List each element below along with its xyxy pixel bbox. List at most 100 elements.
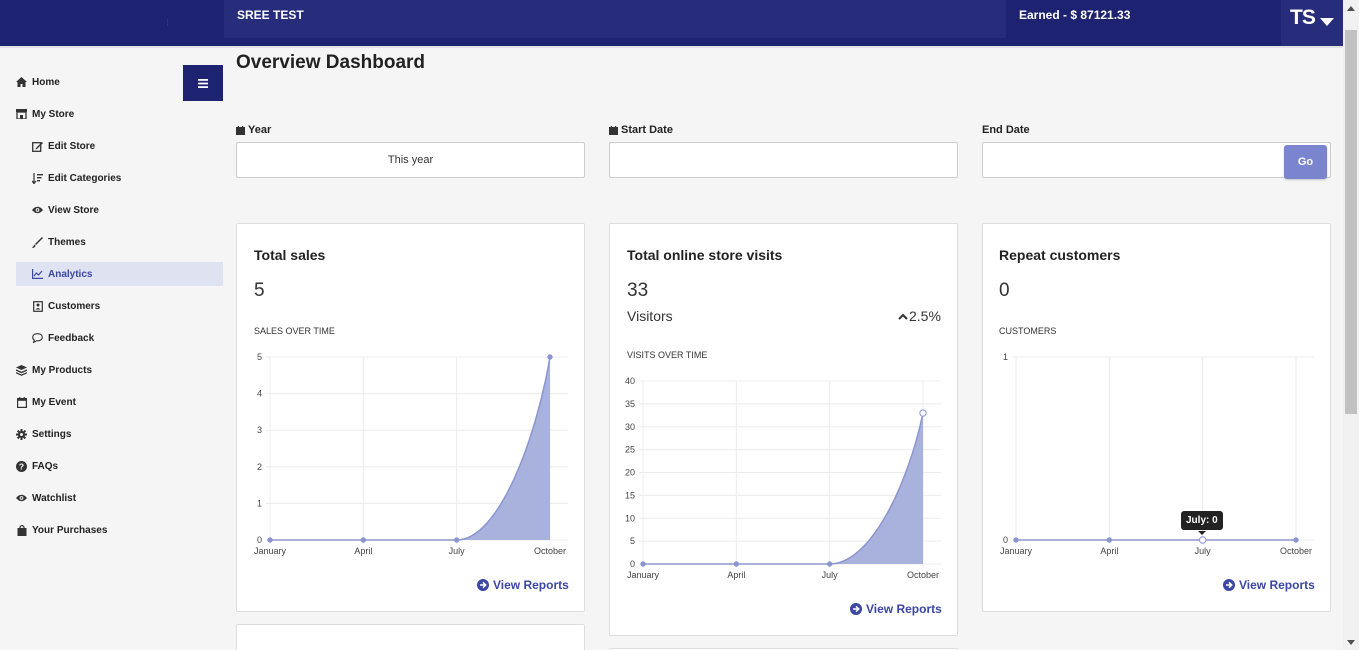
end-date-input[interactable]	[982, 142, 1331, 178]
sidebar-item-watchlist[interactable]: Watchlist	[16, 486, 223, 510]
sidebar-item-my-products[interactable]: My Products	[16, 358, 223, 382]
data-point	[547, 354, 553, 360]
x-tick-label: April	[727, 570, 745, 580]
eye-icon	[32, 205, 43, 216]
bag-icon	[16, 524, 27, 536]
next-card	[236, 624, 585, 650]
scroll-up-icon[interactable]	[1347, 6, 1355, 11]
data-point	[1106, 537, 1113, 543]
view-reports-label: View Reports	[1239, 578, 1315, 592]
start-date-label: Start Date	[609, 124, 673, 136]
sidebar-item-my-store[interactable]: My Store	[16, 102, 223, 126]
sidebar-item-analytics[interactable]: Analytics	[16, 262, 223, 286]
card-title: Repeat customers	[999, 247, 1121, 263]
avatar-initials[interactable]: TS	[1290, 6, 1316, 29]
eye-icon	[16, 493, 27, 504]
start-date-label-text: Start Date	[621, 124, 673, 136]
y-tick-label: 1	[257, 498, 262, 508]
y-tick-label: 3	[257, 425, 262, 435]
x-tick-label: July	[1195, 546, 1212, 556]
caret-down-icon[interactable]	[1320, 18, 1334, 26]
year-label: Year	[236, 124, 271, 136]
calendar-icon	[609, 125, 618, 135]
card-title: Total online store visits	[627, 247, 783, 263]
x-tick-label: January	[1000, 546, 1033, 556]
scrollbar[interactable]	[1343, 0, 1359, 650]
view-reports-link[interactable]: View Reports	[1223, 578, 1315, 592]
sidebar	[0, 48, 224, 650]
x-tick-label: January	[627, 570, 660, 580]
repeat-customers-card	[982, 223, 1331, 612]
top-bar-shadow	[0, 46, 1343, 48]
sidebar-item-label: Home	[32, 76, 60, 88]
gear-icon	[16, 428, 27, 440]
visits-change-value: 2.5%	[909, 308, 941, 324]
sidebar-item-label: Your Purchases	[32, 524, 108, 536]
sidebar-item-label: My Products	[32, 364, 93, 376]
sidebar-item-label: Themes	[48, 236, 86, 248]
sidebar-item-themes[interactable]: Themes	[32, 230, 223, 254]
y-tick-label: 2	[257, 462, 262, 472]
sidebar-item-label: My Store	[32, 108, 75, 120]
sidebar-item-edit-store[interactable]: Edit Store	[32, 134, 223, 158]
sidebar-item-settings[interactable]: Settings	[16, 422, 223, 446]
scroll-down-icon[interactable]	[1347, 640, 1355, 645]
sidebar-item-customers[interactable]: Customers	[32, 294, 223, 318]
go-button[interactable]: Go	[1284, 145, 1327, 179]
x-tick-label: October	[1280, 546, 1312, 556]
store-icon	[16, 109, 27, 120]
sidebar-item-label: FAQs	[32, 460, 59, 472]
view-reports-link[interactable]: View Reports	[850, 602, 942, 616]
end-date-label: End Date	[982, 124, 1030, 136]
year-select[interactable]: This year	[236, 142, 585, 178]
arrow-circle-right-icon	[477, 579, 489, 591]
store-visits-card	[609, 223, 958, 636]
view-reports-label: View Reports	[493, 578, 569, 592]
data-point	[640, 561, 646, 567]
sidebar-item-label: Analytics	[48, 268, 93, 280]
visitors-label: Visitors	[627, 308, 673, 324]
sidebar-item-feedback[interactable]: Feedback	[32, 326, 223, 350]
data-point	[453, 537, 460, 543]
y-tick-label: 15	[625, 490, 635, 500]
x-tick-label: July	[449, 546, 466, 556]
sidebar-item-view-store[interactable]: View Store	[32, 198, 223, 222]
sidebar-item-edit-categories[interactable]: Edit Categories	[32, 166, 223, 190]
series-line	[270, 356, 551, 541]
svg-text:?: ?	[19, 461, 24, 471]
y-tick-label: 5	[630, 536, 635, 546]
next-card	[609, 648, 958, 650]
series-area	[270, 357, 550, 540]
y-tick-label: 0	[257, 535, 262, 545]
data-point	[1293, 537, 1299, 543]
data-point	[733, 561, 740, 567]
y-tick-label: 30	[625, 422, 635, 432]
x-tick-label: October	[907, 570, 939, 580]
sidebar-item-your-purchases[interactable]: Your Purchases	[16, 518, 223, 542]
scroll-thumb[interactable]	[1345, 30, 1357, 414]
series-area	[643, 413, 923, 564]
y-tick-label: 0	[1003, 535, 1008, 545]
menu-toggle-button[interactable]	[183, 65, 223, 101]
sidebar-item-home[interactable]: Home	[16, 70, 223, 94]
chevron-up-icon	[898, 313, 908, 320]
sidebar-item-label: Edit Store	[48, 140, 96, 152]
data-point	[267, 537, 273, 543]
sidebar-item-faqs[interactable]: ? FAQs	[16, 454, 223, 478]
y-tick-label: 35	[625, 399, 635, 409]
view-reports-link[interactable]: View Reports	[477, 578, 569, 592]
logo-placeholder: ⁝	[166, 18, 170, 29]
x-tick-label: April	[1100, 546, 1118, 556]
card-value: 0	[999, 280, 1010, 301]
x-tick-label: July	[822, 570, 839, 580]
start-date-input[interactable]	[609, 142, 958, 178]
contact-icon	[32, 300, 43, 312]
sidebar-item-my-event[interactable]: My Event	[16, 390, 223, 414]
y-tick-label: 5	[257, 352, 262, 362]
calendar-icon	[236, 125, 245, 135]
data-point	[1198, 536, 1207, 544]
page-title: Overview Dashboard	[236, 52, 426, 73]
y-tick-label: 4	[257, 389, 262, 399]
y-tick-label: 25	[625, 445, 635, 455]
total-sales-card	[236, 223, 585, 612]
